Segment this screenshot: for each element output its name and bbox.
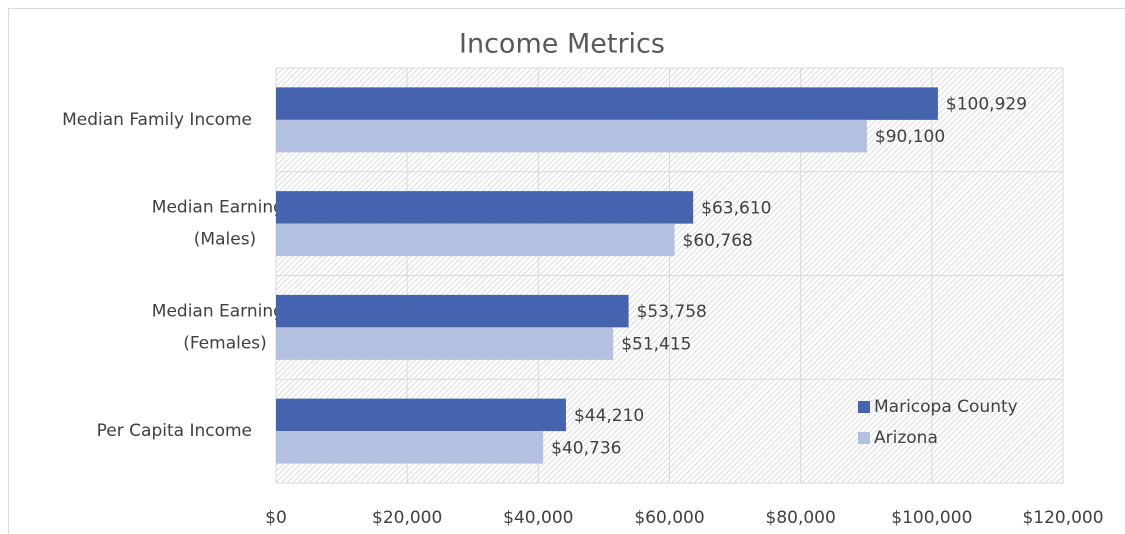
value-label: $51,415 xyxy=(621,335,691,355)
bar xyxy=(276,327,614,360)
legend-swatch xyxy=(858,432,870,444)
y-tick-label: Per Capita Income xyxy=(97,421,252,441)
bar xyxy=(276,223,675,257)
value-label: $63,610 xyxy=(701,198,771,218)
bar xyxy=(276,87,938,120)
x-tick-label: $20,000 xyxy=(372,508,442,528)
bar xyxy=(276,294,629,328)
x-tick-label: $0 xyxy=(265,508,287,528)
bar xyxy=(276,431,544,464)
x-tick-label: $100,000 xyxy=(891,508,972,528)
y-tick-label: Median Family Income xyxy=(62,110,252,130)
legend-label: Maricopa County xyxy=(874,397,1018,417)
legend-swatch xyxy=(858,401,870,413)
x-tick-label: $40,000 xyxy=(503,508,573,528)
chart-title: Income Metrics xyxy=(459,29,665,60)
x-tick-label: $80,000 xyxy=(766,508,836,528)
y-tick-label: Median Earnings (Females) xyxy=(152,301,298,353)
y-tick-label: Median Earnings (Males) xyxy=(152,198,298,250)
bar xyxy=(276,191,694,224)
legend-label: Arizona xyxy=(874,428,938,448)
value-label: $90,100 xyxy=(875,127,945,147)
chart-border xyxy=(8,8,1125,534)
value-label: $40,736 xyxy=(551,438,621,458)
value-label: $60,768 xyxy=(683,231,753,251)
x-tick-label: $120,000 xyxy=(1022,508,1103,528)
value-label: $53,758 xyxy=(637,302,707,322)
bar xyxy=(276,398,566,432)
x-tick-label: $60,000 xyxy=(634,508,704,528)
value-label: $44,210 xyxy=(574,406,644,426)
value-label: $100,929 xyxy=(946,95,1027,115)
bar xyxy=(276,119,867,153)
